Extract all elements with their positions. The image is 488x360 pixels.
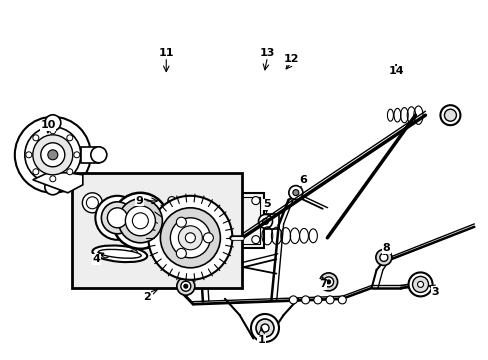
Circle shape [323, 277, 333, 287]
Text: 13: 13 [259, 48, 275, 58]
Circle shape [251, 235, 259, 244]
Circle shape [178, 226, 202, 250]
Circle shape [203, 233, 213, 243]
Circle shape [41, 143, 65, 167]
Text: 8: 8 [382, 243, 389, 253]
Ellipse shape [98, 249, 141, 258]
Circle shape [289, 296, 297, 304]
Circle shape [262, 219, 268, 224]
Circle shape [82, 193, 102, 213]
Text: 2: 2 [142, 292, 150, 302]
Circle shape [183, 284, 187, 288]
Circle shape [181, 281, 190, 291]
Circle shape [375, 249, 391, 265]
Text: 10: 10 [40, 120, 56, 130]
Circle shape [440, 105, 460, 125]
Bar [167, 197, 259, 244]
Circle shape [261, 324, 268, 332]
Circle shape [185, 233, 195, 243]
Ellipse shape [92, 246, 147, 262]
Circle shape [167, 235, 176, 244]
Text: 1: 1 [257, 335, 265, 345]
Circle shape [50, 176, 56, 182]
Circle shape [112, 193, 168, 249]
Circle shape [132, 213, 148, 229]
Circle shape [177, 277, 194, 295]
Text: 6: 6 [299, 175, 306, 185]
Circle shape [25, 127, 81, 183]
Circle shape [167, 197, 176, 204]
Bar [72, 173, 242, 288]
Text: 4: 4 [93, 254, 101, 264]
Circle shape [250, 314, 279, 342]
Circle shape [33, 135, 39, 141]
Circle shape [45, 179, 61, 195]
Text: 9: 9 [135, 196, 143, 206]
Circle shape [74, 152, 80, 158]
Circle shape [326, 280, 330, 284]
Circle shape [129, 250, 138, 258]
Bar [163, 193, 263, 248]
Circle shape [148, 196, 232, 280]
Circle shape [33, 135, 73, 175]
Circle shape [417, 282, 423, 287]
Circle shape [288, 186, 302, 199]
Circle shape [67, 135, 73, 141]
Text: 11: 11 [158, 48, 174, 58]
Polygon shape [33, 173, 82, 193]
Circle shape [50, 128, 56, 134]
Circle shape [251, 197, 259, 204]
Circle shape [407, 273, 432, 296]
Text: 3: 3 [430, 287, 438, 297]
Circle shape [292, 190, 298, 195]
Circle shape [176, 248, 186, 258]
Circle shape [45, 115, 61, 131]
Circle shape [95, 196, 139, 240]
Circle shape [319, 273, 337, 291]
Circle shape [258, 215, 272, 228]
Text: 14: 14 [387, 66, 403, 76]
Circle shape [15, 117, 91, 193]
Circle shape [313, 296, 321, 304]
Circle shape [325, 296, 333, 304]
Circle shape [338, 296, 346, 304]
Circle shape [176, 217, 186, 227]
Circle shape [412, 276, 427, 292]
Circle shape [48, 150, 58, 160]
Circle shape [170, 218, 210, 258]
Circle shape [118, 199, 162, 243]
Circle shape [256, 319, 273, 337]
Bar [81, 147, 99, 163]
Circle shape [301, 296, 309, 304]
Text: 7: 7 [318, 279, 326, 289]
Circle shape [33, 169, 39, 175]
Circle shape [91, 147, 106, 163]
Circle shape [102, 250, 110, 258]
Circle shape [67, 169, 73, 175]
Circle shape [26, 152, 32, 158]
Circle shape [379, 253, 387, 261]
Circle shape [444, 109, 455, 121]
Circle shape [125, 206, 155, 236]
Circle shape [160, 208, 220, 268]
Text: 5: 5 [262, 199, 270, 210]
Circle shape [86, 197, 98, 209]
Circle shape [101, 202, 133, 234]
Text: 12: 12 [283, 54, 298, 64]
Circle shape [107, 208, 127, 228]
